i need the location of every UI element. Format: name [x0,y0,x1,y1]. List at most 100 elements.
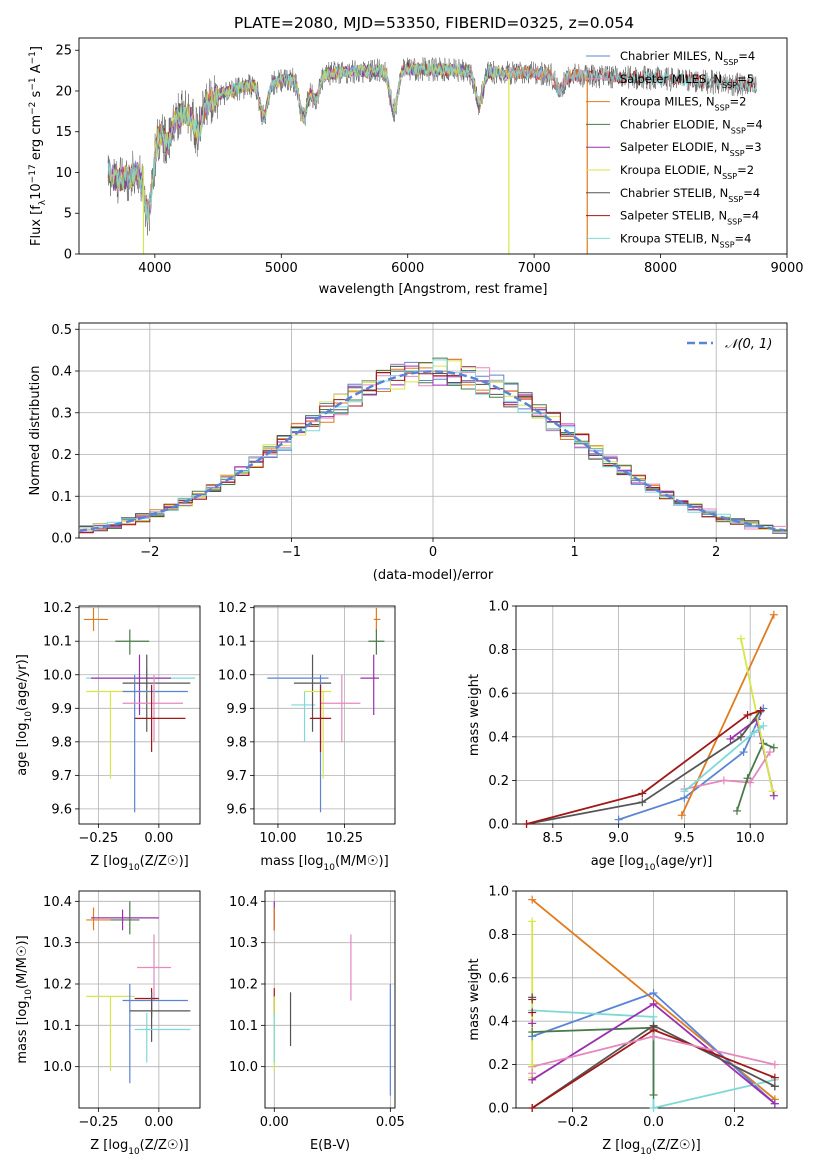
legend-label-chabrier_miles: Chabrier MILES, NSSP=4 [620,49,755,67]
y-tick-label: 0.4 [51,365,72,380]
y-tick-label: 10.0 [43,1060,72,1075]
spectrum-line-kroupa_miles [107,62,588,215]
spectrum-line-salpeter_miles [107,61,588,219]
histogram-salpeter_stelib [79,372,787,534]
x-axis-label: age [log10(age/yr)] [591,854,713,873]
gaussian-curve [78,370,785,532]
x-tick-label: 0.2 [724,1115,745,1130]
x-tick-label: 2 [712,545,720,560]
weight-line-chabrier_elodie [736,742,775,812]
axes-frame [515,605,788,825]
y-tick-label: 0.6 [488,971,509,986]
y-tick-label: 0.8 [488,928,509,943]
y-tick-label: 10.2 [229,978,258,993]
x-tick-label: −0.25 [78,1115,118,1130]
y-tick-label: 9.7 [226,769,247,784]
axes-frame [264,890,396,1109]
y-tick-label: 10.0 [218,668,247,683]
mass-vs-EBV-panel: 0.00 0.05 10.0 10.1 10.2 10.3 10.4 E(B-V) [229,890,405,1153]
y-tick-label: 9.7 [51,769,72,784]
x-tick-label: 6000 [391,261,424,276]
y-tick-label: 25 [55,44,72,59]
x-axis-label: Z [log10(Z/Z☉)] [90,854,188,873]
x-axis-label: (data-model)/error [373,568,494,583]
legend-label-chabrier_elodie: Chabrier ELODIE, NSSP=4 [620,117,763,135]
y-tick-label: 10.4 [229,895,258,910]
legend-label-kroupa_stelib: Kroupa STELIB, NSSP=4 [620,231,751,249]
y-tick-label: 0.1 [51,490,72,505]
y-tick-label: 9.9 [226,702,247,717]
axes-frame [78,322,788,539]
y-axis-label: Normed distribution [28,366,43,496]
x-axis-label: Z [log10(Z/Z☉)] [90,1138,188,1157]
age-vs-mass-panel: 10.00 10.25 9.6 9.7 9.8 9.9 10.0 10.1 10.2 mass [… [218,601,396,873]
x-tick-label: 8000 [644,261,677,276]
legend-gauss-label: 𝒩(0, 1) [725,337,772,352]
y-tick-label: 20 [55,84,72,99]
y-tick-label: 10.2 [218,601,247,616]
x-tick-label: 0.0 [643,1115,664,1130]
panels: 4000 5000 6000 7000 8000 90000510152025wavele… [15,37,804,1157]
spectrum-legend: Chabrier MILES, NSSP=4 Salpeter MILES, NS… [586,49,763,249]
weight-line-salpeter_stelib [526,709,761,825]
x-tick-label: 0.00 [144,831,173,846]
x-axis-label: E(B-V) [310,1138,350,1153]
x-tick-label: −0.2 [557,1115,589,1130]
y-tick-label: 1.0 [488,600,509,615]
legend-label-salpeter_miles: Salpeter MILES, NSSP=5 [620,72,754,90]
y-tick-label: 10.4 [43,895,72,910]
y-tick-label: 10.1 [218,635,247,650]
x-tick-label: 10.0 [736,831,765,846]
y-axis-label: mass [log10(M/M☉)] [15,935,34,1063]
x-tick-label: −1 [282,545,301,560]
residuals-panel: −2 −1 0 1 2 0.0 0.1 0.2 0.3 0.4 0.5 𝒩(0, 1) (data-mo… [28,322,788,583]
weight-vs-Z-panel: −0.2 0.0 0.2 0.0 0.2 0.4 0.6 0.8 1.0 Z [log10(Z/Z… [467,885,788,1157]
x-tick-label: 0.05 [376,1115,405,1130]
y-tick-label: 0.0 [488,1102,509,1117]
age-vs-Z-panel: −0.25 0.00 9.6 9.7 9.8 9.9 10.0 10.1 10.2 Z [log1… [15,601,201,873]
x-axis-label: mass [log10(M/M☉)] [260,854,388,873]
weight-line-chabrier_miles [618,708,765,821]
y-tick-label: 10.0 [229,1060,258,1075]
legend-label-kroupa_elodie: Kroupa ELODIE, NSSP=2 [620,163,754,181]
weight-line-chabrier_stelib [526,710,762,825]
figure-title: PLATE=2080, MJD=53350, FIBERID=0325, z=0… [234,14,634,32]
x-tick-label: 10.00 [259,831,296,846]
x-tick-label: 0.00 [144,1115,173,1130]
axes-frame [78,37,788,255]
y-tick-label: 0.4 [488,1015,509,1030]
y-tick-label: 0.2 [488,774,509,789]
x-tick-label: 5000 [265,261,298,276]
y-tick-label: 10.0 [43,668,72,683]
weight-vs-age-panel: 8.5 9.0 9.5 10.0 0.0 0.2 0.4 0.6 0.8 1.0 age [log1… [467,600,788,873]
y-tick-label: 10 [55,166,72,181]
x-tick-label: 9.0 [608,831,629,846]
x-tick-label: −0.25 [78,831,118,846]
y-tick-label: 10.1 [43,635,72,650]
y-tick-label: 0 [64,248,72,263]
spectrum-line-chabrier_miles [107,62,588,216]
weight-line-kroupa_miles [680,614,775,816]
mass-vs-Z-panel: −0.25 0.00 10.0 10.1 10.2 10.3 10.4 Z [log10(Z/… [15,890,201,1157]
y-tick-label: 9.6 [51,802,72,817]
y-tick-label: 10.1 [43,1019,72,1034]
x-tick-label: 1 [570,545,578,560]
y-tick-label: 10.3 [229,936,258,951]
y-tick-label: 9.6 [226,802,247,817]
x-tick-label: 4000 [138,261,171,276]
y-tick-label: 0.2 [51,448,72,463]
x-tick-label: 0 [429,545,437,560]
y-tick-label: 0.2 [488,1058,509,1073]
y-axis-label: mass weight [467,674,482,756]
axes-frame [253,605,396,825]
y-tick-label: 0.5 [51,323,72,338]
y-tick-label: 10.2 [43,601,72,616]
spectrum-line-kroupa_stelib [107,61,758,223]
y-tick-label: 9.8 [51,735,72,750]
y-tick-label: 10.1 [229,1019,258,1034]
x-tick-label: 10.25 [326,831,363,846]
legend-label-salpeter_stelib: Salpeter STELIB, NSSP=4 [620,209,759,227]
y-tick-label: 0.0 [488,818,509,833]
y-tick-label: 10.2 [43,978,72,993]
